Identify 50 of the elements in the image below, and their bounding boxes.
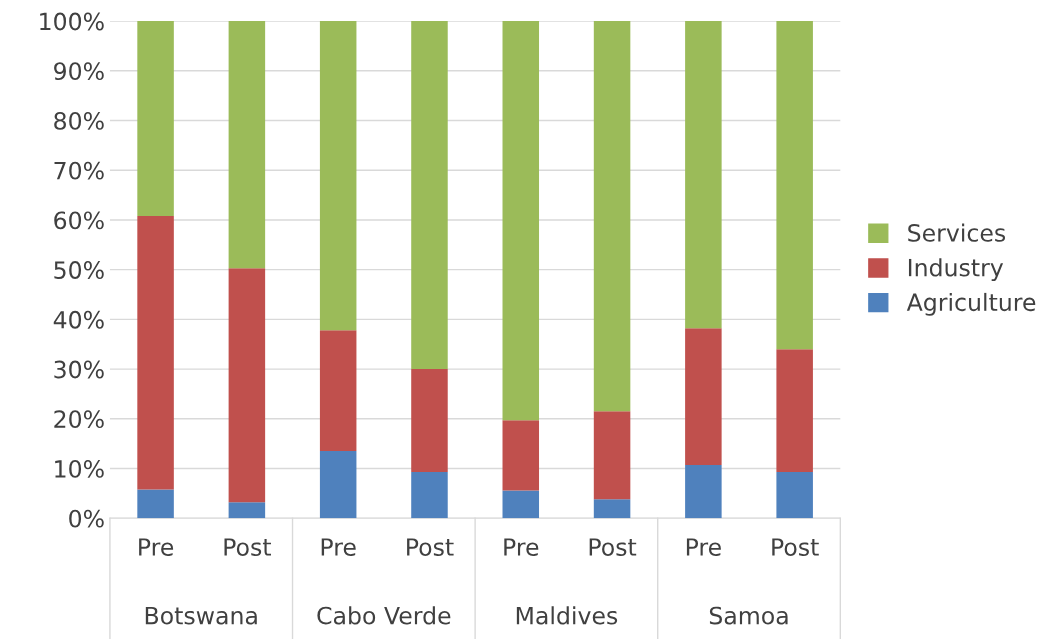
bar bbox=[776, 349, 813, 472]
x-tick-label: Post bbox=[772, 538, 819, 556]
bar bbox=[502, 420, 540, 491]
legend-label: Services bbox=[908, 223, 1006, 242]
y-tick-label: 50% bbox=[54, 261, 104, 279]
x-tick-label: Pre bbox=[139, 538, 174, 556]
y-tick-label: 100% bbox=[40, 12, 104, 31]
legend-label: Industry bbox=[908, 258, 1004, 282]
x-tick-label: Post bbox=[224, 538, 271, 556]
y-tick-label: 60% bbox=[54, 211, 104, 230]
x-tick-label: Post bbox=[589, 538, 637, 556]
x-tick-label: Pre bbox=[321, 538, 356, 556]
bar bbox=[776, 471, 813, 519]
x-tick-label: Pre bbox=[686, 538, 721, 556]
bar bbox=[411, 471, 448, 519]
text: Maldives bbox=[516, 606, 618, 625]
bar bbox=[593, 499, 631, 519]
bar bbox=[137, 21, 174, 216]
bar bbox=[319, 451, 357, 519]
bar bbox=[228, 268, 266, 503]
x-tick-label: Post bbox=[407, 538, 454, 556]
bar bbox=[319, 21, 357, 331]
bar bbox=[137, 489, 174, 519]
text: Cabo Verde bbox=[317, 606, 451, 625]
bar bbox=[319, 330, 357, 452]
bar bbox=[776, 21, 813, 350]
bar bbox=[685, 328, 722, 466]
x-tick-label: Pre bbox=[504, 538, 539, 556]
y-tick-label: 0% bbox=[69, 509, 104, 528]
text: Samoa bbox=[709, 606, 788, 625]
bar bbox=[502, 21, 540, 421]
y-tick-label: 80% bbox=[54, 111, 104, 130]
bar bbox=[137, 215, 174, 490]
y-tick-label: 40% bbox=[53, 310, 104, 329]
bar bbox=[593, 411, 631, 500]
y-tick-label: 30% bbox=[54, 360, 104, 379]
text: Botswana bbox=[145, 606, 257, 625]
y-tick-label: 70% bbox=[54, 161, 104, 180]
bar bbox=[228, 502, 266, 519]
y-tick-label: 90% bbox=[54, 62, 104, 81]
bar bbox=[411, 21, 448, 370]
y-tick-label: 20% bbox=[54, 410, 104, 429]
bar bbox=[502, 490, 540, 519]
bar bbox=[685, 21, 722, 329]
bar bbox=[411, 369, 448, 472]
bar bbox=[228, 21, 266, 269]
bar bbox=[685, 465, 722, 519]
bar bbox=[593, 21, 631, 412]
legend-label: Agriculture bbox=[906, 292, 1036, 316]
y-tick-label: 10% bbox=[55, 459, 104, 478]
